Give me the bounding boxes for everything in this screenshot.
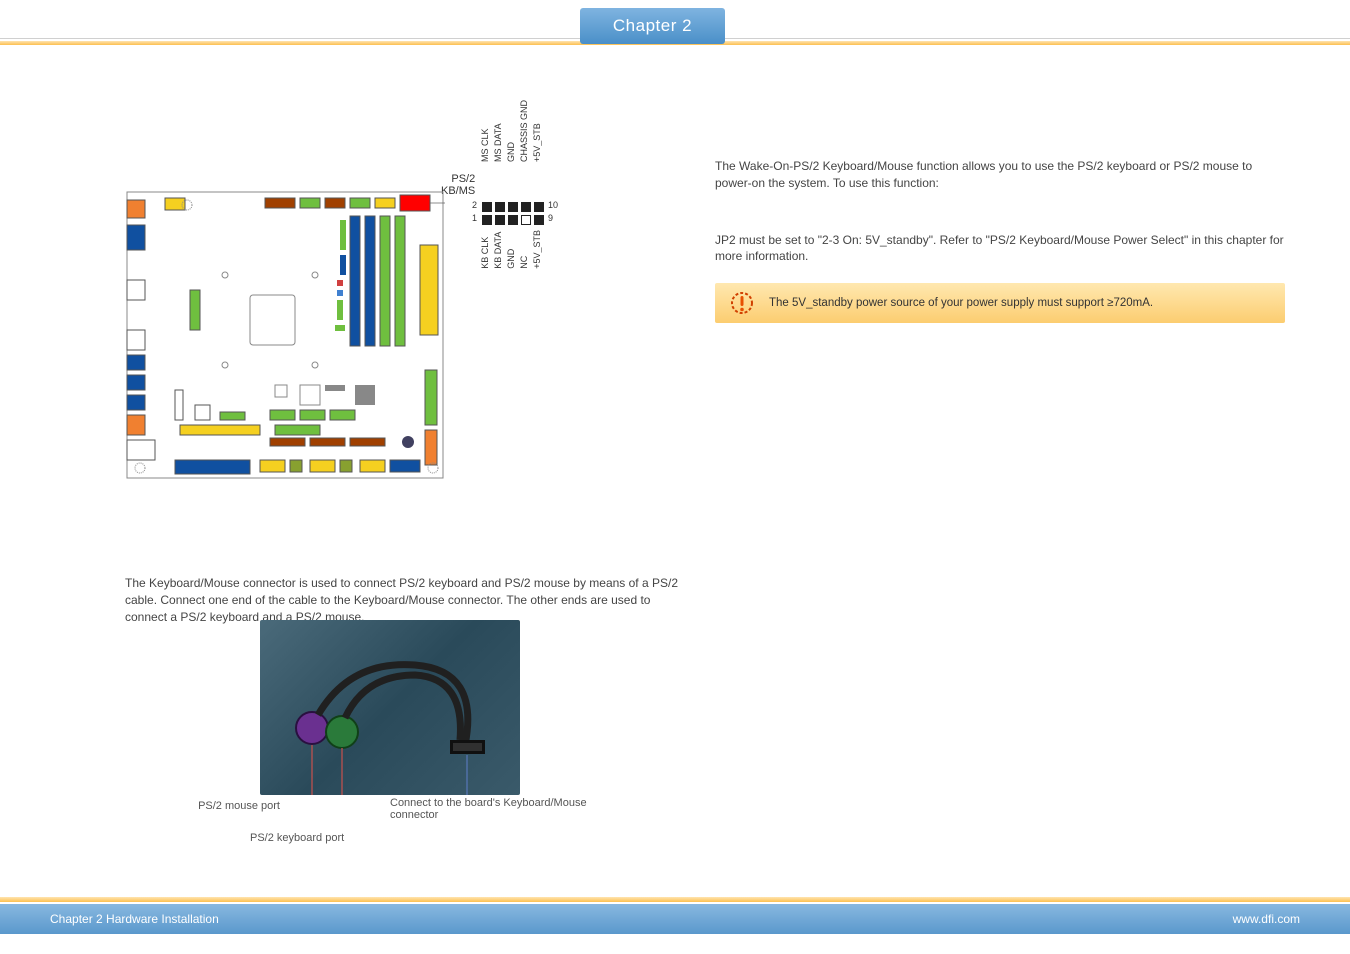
cable-photo xyxy=(260,620,520,795)
pin-bot-4: +5V_STB xyxy=(532,230,542,269)
connector-label-l1: PS/2 xyxy=(441,173,475,185)
board-connector-label: Connect to the board's Keyboard/Mouse co… xyxy=(390,797,590,821)
pin-top-1: MS DATA xyxy=(493,100,503,162)
right-para-1: The Wake-On-PS/2 Keyboard/Mouse function… xyxy=(715,158,1285,192)
note-text: The 5V_standby power source of your powe… xyxy=(769,297,1153,309)
pin-top-4: +5V_STB xyxy=(532,100,542,162)
pin-bot-3: NC xyxy=(519,230,529,269)
mouse-port-label: PS/2 mouse port xyxy=(150,800,280,812)
pin-top-2: GND xyxy=(506,100,516,162)
footer-right: www.dfi.com xyxy=(1233,912,1300,926)
note-box: The 5V_standby power source of your powe… xyxy=(715,283,1285,323)
footer-bar: Chapter 2 Hardware Installation www.dfi.… xyxy=(0,904,1350,934)
pin-bot-1: KB DATA xyxy=(493,230,503,269)
chapter-tab-label: Chapter 2 xyxy=(613,16,692,36)
right-column: The Wake-On-PS/2 Keyboard/Mouse function… xyxy=(715,158,1285,323)
pin-bot-0: KB CLK xyxy=(480,230,490,269)
left-column: PS/2 KB/MS MS CLK MS DATA GND CHASSIS GN… xyxy=(125,100,695,625)
pin-diagram: MS CLK MS DATA GND CHASSIS GND +5V_STB 2… xyxy=(480,100,600,280)
keyboard-port-label: PS/2 keyboard port xyxy=(250,832,344,844)
left-paragraph: The Keyboard/Mouse connector is used to … xyxy=(125,575,695,625)
pin-bot-2: GND xyxy=(506,230,516,269)
pin-num-bl: 1 xyxy=(472,213,477,223)
right-para-2: JP2 must be set to "2-3 On: 5V_standby".… xyxy=(715,232,1285,266)
footer-left: Chapter 2 Hardware Installation xyxy=(50,912,219,926)
connector-label: PS/2 KB/MS xyxy=(441,173,475,197)
pin-top-3: CHASSIS GND xyxy=(519,100,529,162)
warning-icon xyxy=(730,291,754,315)
motherboard-icon xyxy=(125,190,445,480)
cable-section: PS/2 mouse port Connect to the board's K… xyxy=(175,620,605,800)
pin-num-br: 9 xyxy=(548,213,553,223)
pin-top-0: MS CLK xyxy=(480,100,490,162)
pin-num-tr: 10 xyxy=(548,200,558,210)
pin-num-tl: 2 xyxy=(472,200,477,210)
connector-label-l2: KB/MS xyxy=(441,185,475,197)
chapter-tab: Chapter 2 xyxy=(580,8,725,44)
board-diagram: PS/2 KB/MS MS CLK MS DATA GND CHASSIS GN… xyxy=(125,100,595,470)
footer-accent xyxy=(0,897,1350,902)
